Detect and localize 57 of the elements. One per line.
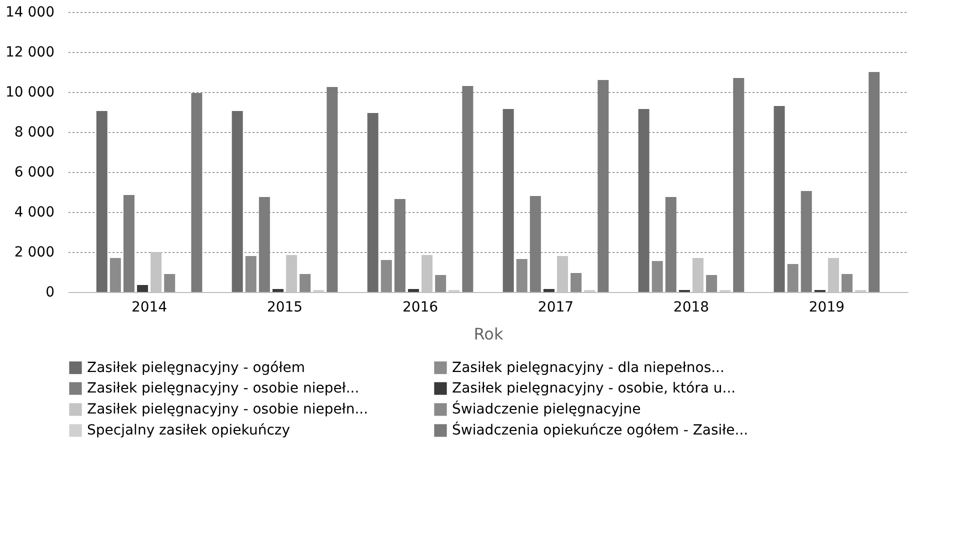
y-tick-label: 4 000 — [14, 204, 54, 220]
bar — [462, 86, 474, 292]
bar — [706, 275, 718, 292]
legend-label: Zasiłek pielęgnacyjny - osobie, która u... — [452, 380, 736, 396]
bar — [800, 191, 812, 292]
bar — [245, 256, 256, 292]
bar — [232, 111, 243, 292]
x-tick-label: 2014 — [131, 300, 168, 316]
legend-label: Zasiłek pielęgnacyjny - dla niepełnos... — [452, 360, 724, 376]
bar — [300, 274, 311, 292]
bar — [516, 259, 528, 292]
bar — [123, 195, 134, 292]
bar — [110, 258, 121, 292]
bar — [380, 260, 392, 292]
y-tick-label: 0 — [46, 284, 54, 300]
bar — [191, 93, 202, 292]
bar — [394, 199, 406, 292]
bar — [258, 197, 270, 292]
legend-label: Zasiłek pielęgnacyjny - ogółem — [87, 360, 305, 376]
bar — [272, 289, 284, 292]
y-tick-label: 6 000 — [14, 164, 54, 180]
bar — [326, 87, 338, 292]
y-tick-label: 10 000 — [6, 84, 54, 100]
legend-label: Zasiłek pielęgnacyjny - osobie niepeł... — [87, 380, 360, 396]
bar — [868, 72, 880, 292]
bar — [733, 78, 744, 292]
bar — [787, 264, 798, 292]
bar — [774, 106, 785, 292]
x-tick-label: 2016 — [402, 300, 438, 316]
bar — [598, 80, 609, 292]
x-tick-label: 2019 — [808, 300, 845, 316]
bar — [652, 261, 663, 292]
bar — [502, 109, 514, 292]
bar — [543, 289, 554, 292]
y-tick-label: 8 000 — [14, 124, 54, 140]
y-tick-label: 2 000 — [14, 244, 54, 260]
y-tick-label: 14 000 — [6, 4, 54, 20]
bar — [570, 273, 582, 292]
legend-label: Zasiłek pielęgnacyjny - osobie niepełn... — [87, 402, 368, 418]
bar — [96, 111, 108, 292]
legend-label: Specjalny zasiłek opiekuńczy — [87, 422, 290, 438]
legend-label: Świadczenia opiekuńcze ogółem - Zasiłe... — [452, 422, 748, 438]
x-tick-label: 2017 — [538, 300, 574, 316]
bar — [638, 109, 650, 292]
bar — [435, 275, 446, 292]
bar — [530, 196, 541, 292]
bar — [408, 289, 419, 292]
legend-label: Świadczenie pielęgnacyjne — [452, 400, 641, 418]
bar — [137, 285, 148, 292]
bar — [367, 113, 378, 292]
bar — [842, 274, 853, 292]
x-tick-label: 2018 — [673, 300, 710, 316]
y-tick-label: 12 000 — [6, 44, 54, 60]
x-tick-label: 2015 — [266, 300, 303, 316]
bar — [164, 274, 176, 292]
bar — [665, 197, 676, 292]
x-axis-title: Rok — [474, 324, 504, 344]
